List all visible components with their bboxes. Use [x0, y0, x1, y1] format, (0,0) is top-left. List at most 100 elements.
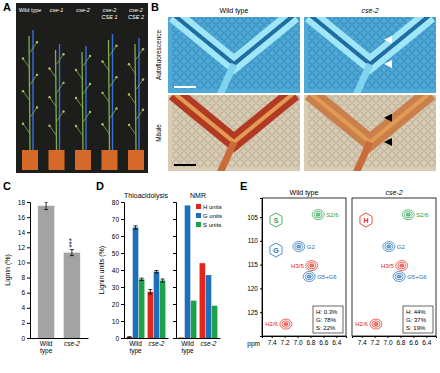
tick-mark [173, 304, 176, 305]
error-cap [161, 279, 165, 280]
cell [429, 42, 436, 49]
tick: 2 [21, 319, 30, 326]
cell [197, 18, 204, 25]
tick-label-line: cse-2 [201, 340, 217, 347]
tick [173, 219, 176, 220]
composition-box [403, 306, 433, 333]
cell [213, 160, 220, 167]
cell [405, 82, 412, 89]
axis-line [121, 203, 125, 339]
cell [413, 42, 420, 49]
ring-structure [270, 243, 282, 257]
tick-label: 7.2 [371, 339, 380, 346]
cell [261, 18, 268, 25]
peak-contour-inner [404, 211, 412, 217]
annotation: *** [67, 238, 76, 247]
peak-contour-inner [308, 262, 316, 268]
cell [285, 58, 292, 65]
micrograph [168, 95, 300, 171]
cell [373, 160, 380, 167]
cell [317, 128, 324, 135]
silique [75, 69, 77, 71]
silique [36, 106, 38, 108]
cell [413, 128, 420, 135]
cell [285, 50, 292, 57]
cell [285, 128, 292, 135]
micrograph [168, 17, 300, 93]
branch [136, 79, 143, 89]
plant-label-line: cse-2 [129, 7, 142, 13]
cell [181, 128, 188, 135]
bar [38, 206, 54, 338]
cell [341, 96, 348, 103]
branch [136, 49, 143, 59]
cell [245, 160, 252, 167]
tick-label: 10 [18, 259, 26, 266]
cell [205, 152, 212, 159]
error-cap [44, 209, 48, 210]
cell [317, 50, 324, 57]
cell [309, 120, 316, 127]
branch [76, 70, 83, 80]
cell [357, 104, 364, 111]
error-bar [71, 250, 72, 256]
cell [333, 128, 340, 135]
tick: 7.0 [384, 336, 393, 346]
photo-background [16, 3, 148, 173]
cell [237, 74, 244, 81]
tick: 20 [112, 301, 124, 308]
tick-label: 7.2 [281, 339, 290, 346]
tick-mark [173, 202, 176, 203]
cell [229, 34, 236, 41]
branch [50, 97, 57, 107]
cell [205, 66, 212, 73]
tick-mark [27, 202, 30, 203]
tick: 7.0 [294, 336, 303, 346]
cell [277, 42, 284, 49]
silique [101, 60, 103, 62]
cell [293, 144, 300, 151]
plant-label: cse-2CSE 1 [102, 7, 118, 20]
vascular-core [174, 17, 294, 64]
cell [277, 136, 284, 143]
tick-label-line: type [40, 347, 53, 355]
bar-chart: Wildtypecse-2NMRH unitsG unitsS units [173, 192, 222, 355]
vascular-core [174, 95, 294, 142]
bar [206, 275, 212, 338]
pot [22, 150, 38, 170]
tick-mark [27, 247, 30, 248]
cell [333, 74, 340, 81]
peak-contour-inner [395, 273, 403, 279]
peak-contour-inner [284, 323, 288, 326]
cell [253, 18, 260, 25]
arrowhead [384, 60, 392, 68]
silique [36, 41, 38, 43]
plant-label: Wild type [19, 7, 42, 13]
cell [309, 34, 316, 41]
error-cap [140, 278, 144, 279]
cell [421, 160, 428, 167]
tick-mark [173, 287, 176, 288]
silique [62, 53, 64, 55]
cell [173, 136, 180, 143]
tick-label: 7.4 [268, 339, 277, 346]
cell [421, 66, 428, 73]
silique [22, 57, 24, 59]
peak-contour [393, 272, 405, 282]
plot-frame [352, 198, 436, 336]
cell [421, 152, 428, 159]
peak-contour-inner [316, 213, 320, 216]
cell [293, 136, 300, 143]
tick: 60 [112, 233, 124, 240]
cell [245, 34, 252, 41]
branch [129, 64, 136, 74]
cell [365, 42, 372, 49]
cell [229, 26, 236, 33]
cell [237, 104, 244, 111]
branch [83, 84, 90, 94]
panel-letter: B [151, 1, 159, 13]
tick-mark [27, 217, 30, 218]
peak-contour [402, 210, 414, 220]
branch [23, 124, 30, 134]
cell [357, 26, 364, 33]
